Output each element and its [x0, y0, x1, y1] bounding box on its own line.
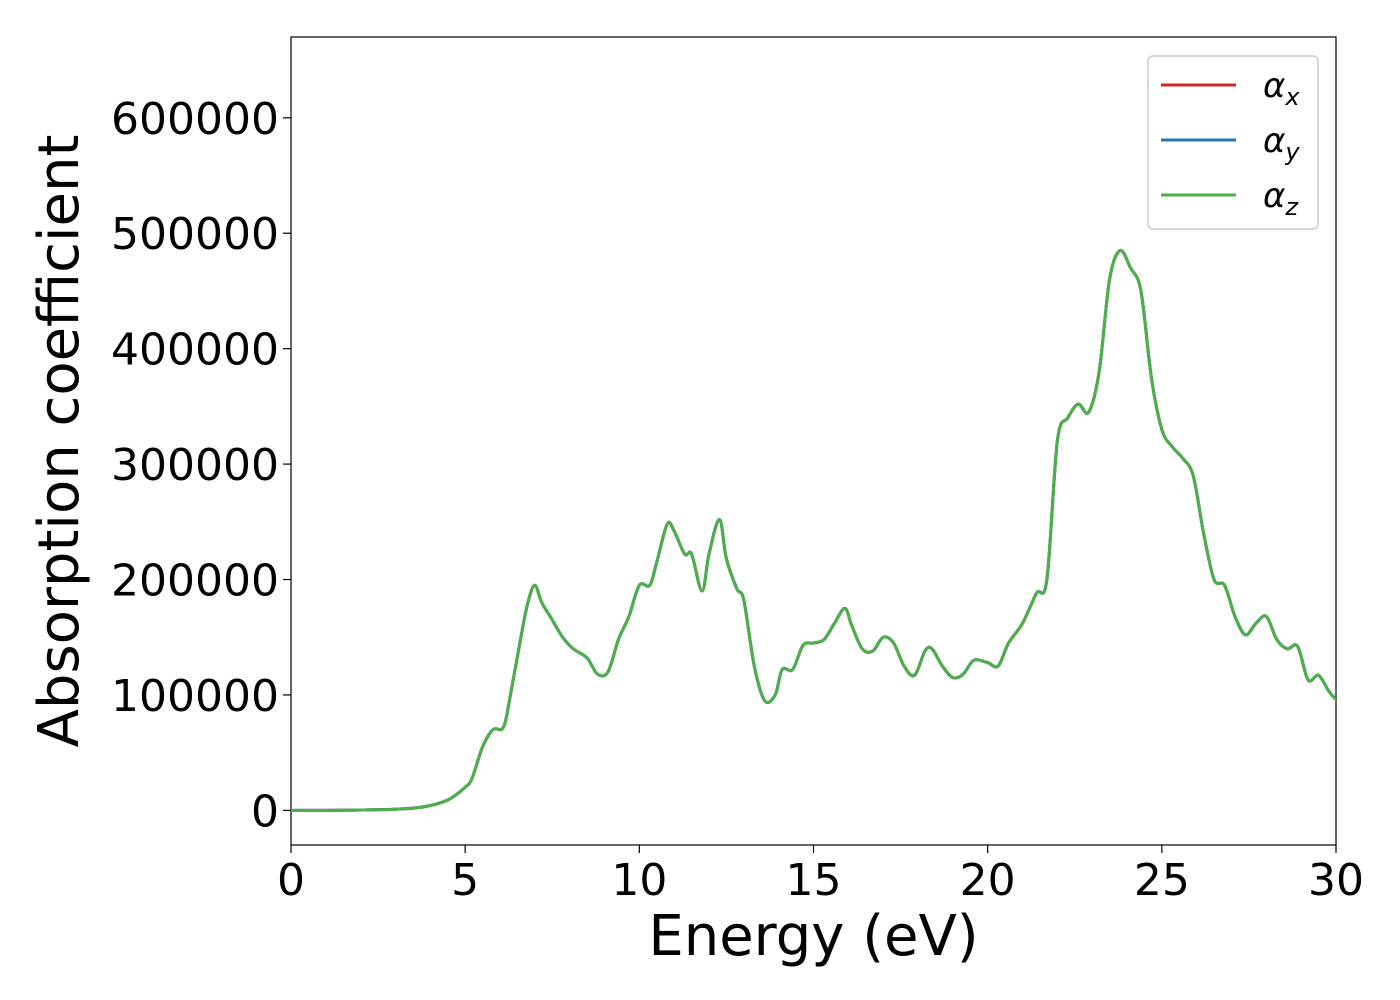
x-axis-ticks: 0 5 10 15 20 25 30	[277, 845, 1364, 906]
y-tick-label: 600000	[111, 94, 279, 145]
x-axis-label: Energy (eV)	[648, 904, 978, 969]
x-tick-label: 15	[786, 855, 842, 906]
x-tick-label: 0	[277, 855, 305, 906]
y-axis-label: Absorption coefficient	[27, 135, 92, 748]
series-line-z	[291, 248, 1336, 812]
x-tick-label: 10	[611, 855, 667, 906]
legend-label: αz	[1263, 176, 1299, 221]
series-line-y	[291, 248, 1336, 812]
y-tick-label: 400000	[111, 325, 279, 376]
y-tick-label: 300000	[111, 440, 279, 491]
x-tick-label: 25	[1134, 855, 1190, 906]
x-tick-label: 5	[451, 855, 479, 906]
series-layer	[291, 248, 1336, 812]
y-tick-label: 0	[251, 786, 279, 837]
x-tick-label: 20	[960, 855, 1016, 906]
x-tick-label: 30	[1308, 855, 1364, 906]
series-line-x	[291, 248, 1336, 812]
legend-item-z: αz	[1161, 176, 1299, 221]
y-tick-label: 200000	[111, 556, 279, 607]
legend-box	[1147, 55, 1319, 230]
y-tick-label: 100000	[111, 671, 279, 722]
y-axis-ticks: 0 100000 200000 300000 400000 500000 600000	[111, 94, 291, 837]
y-tick-label: 500000	[111, 209, 279, 260]
